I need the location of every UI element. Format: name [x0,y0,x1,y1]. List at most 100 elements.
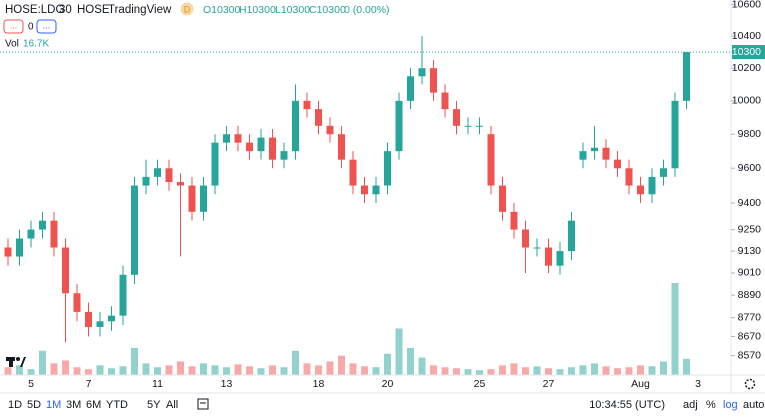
candle-body [533,247,541,249]
timeframe-button[interactable]: 6M [86,399,101,411]
ohlc-close: C10300 [309,4,346,16]
plot-area [4,36,690,375]
candle-body [39,220,46,230]
candle-body [671,100,679,169]
volume-value: 16.7K [23,39,49,50]
volume-bar [234,364,242,375]
volume-bar [545,368,552,375]
volume-bar [108,368,115,375]
indicator-button[interactable] [3,19,24,34]
x-tick-label: 7 [86,378,92,390]
header: HOSE:LDG 30 HOSE TradingView D O10300 H1… [3,2,390,50]
volume-bar [326,361,334,375]
volume-bar [131,347,138,375]
volume-bar [671,283,679,375]
volume-bar [487,369,495,375]
x-tick-label: 18 [313,378,325,390]
candle-body [131,185,138,275]
logo-part [9,357,13,367]
volume-bar [16,365,23,375]
candle-body [73,293,81,312]
timeframe-button[interactable]: YTD [106,399,128,411]
volume-bar [464,369,472,375]
volume-bar [637,365,644,375]
timeframe-button[interactable]: 3M [66,399,81,411]
candle-body [338,134,345,160]
scale-option[interactable]: % [706,399,716,411]
ohlc-change: 0 (0.00%) [344,4,390,16]
candle-body [464,125,472,127]
candle-body [211,142,219,186]
timeframe-button[interactable]: 1D [8,399,22,411]
x-tick-label: 27 [543,378,555,390]
scale-option[interactable]: log [723,399,738,411]
candle-body [499,185,506,212]
volume-bar [315,365,322,375]
volume-bar [683,358,690,375]
candle-body [361,185,368,195]
volume-bar [154,367,161,375]
volume-bar [96,365,104,375]
volume-bar [246,366,253,375]
y-tick-label: 10000 [732,95,761,107]
volume-bar [4,367,12,375]
volume-bar [579,365,587,375]
volume-bar [292,350,299,375]
exchange: HOSE [77,4,110,16]
volume-bar [372,367,380,375]
candle-body [315,109,322,126]
candle-body [591,147,598,152]
calendar-icon[interactable] [197,398,209,410]
scale-option[interactable]: auto [743,399,764,411]
candle-body [280,151,288,160]
volume-bar [407,347,414,375]
candle-body [545,247,552,266]
volume-bar [660,361,667,375]
timeframe-button[interactable]: All [166,399,178,411]
candle-body [614,159,621,169]
ohlc-high: H10300 [239,4,276,16]
volume-bar [211,365,219,375]
candle-body [579,151,587,160]
indicator-button[interactable] [36,19,57,34]
candle-body [142,176,150,186]
indicator-button-text[interactable]: ... [10,20,18,30]
x-tick-label: 5 [28,378,34,390]
volume-bar [591,363,598,375]
candle-body [108,315,115,322]
candle-body [395,100,403,152]
volume-bar [441,367,449,375]
candle-body [453,109,460,126]
y-tick-label: 9800 [738,128,762,140]
candle-body [568,220,575,252]
candle-body [407,76,414,101]
timeframe-button[interactable]: 5D [27,399,41,411]
candle-body [16,238,23,257]
candle-body [119,274,127,316]
candle-body [556,251,564,266]
candle-body [234,134,242,143]
candle-body [510,211,518,230]
volume-bar [269,365,276,375]
candle-body [418,68,426,77]
candle-body [85,311,92,327]
logo-part [16,357,20,361]
timeframe-button[interactable]: 5Y [147,399,161,411]
y-tick-label: 9600 [738,162,762,174]
candle-body [303,100,311,110]
volume-bar [39,350,46,375]
candle-body [269,137,276,160]
indicator-button-text[interactable]: ... [43,20,51,30]
candle-body [349,159,357,186]
candle-body [223,134,230,143]
candle-body [326,125,334,135]
candle-body [660,168,667,177]
volume-bar [27,369,35,375]
settings-icon[interactable] [744,378,756,390]
volume-bar [476,370,483,375]
timeframe-button[interactable]: 1M [46,399,61,411]
candle-body [165,168,173,183]
scale-option[interactable]: adj [683,399,698,411]
toolbar: 10:34:55 (UTC) 1D 5D 1M 3M 6M YTD 5Y All adj% log… [8,398,764,411]
y-tick-label: 8890 [738,289,762,301]
